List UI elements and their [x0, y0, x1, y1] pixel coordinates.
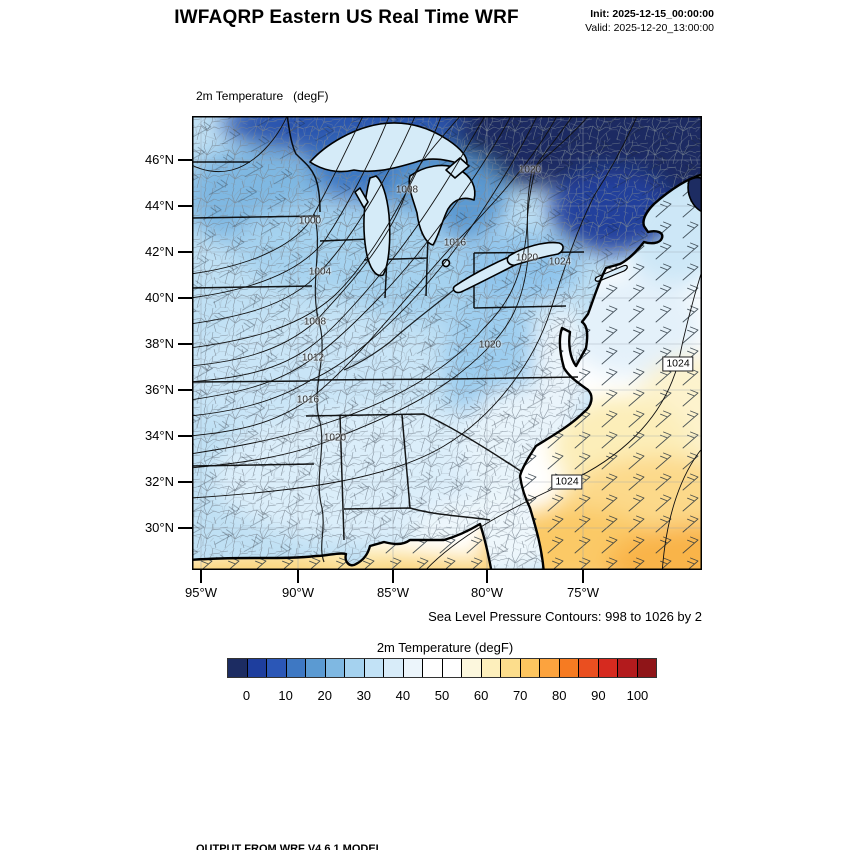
lat-tick-mark: [178, 389, 192, 391]
lon-tick-mark: [200, 570, 202, 583]
colorbar-tick-label: 30: [356, 688, 372, 703]
lat-tick-mark: [178, 159, 192, 161]
lon-tick-mark: [297, 570, 299, 583]
colorbar-cell: [247, 659, 267, 677]
colorbar-tick-label: 90: [591, 688, 606, 703]
colorbar-tick-label: 100: [626, 688, 649, 703]
lat-tick-mark: [178, 435, 192, 437]
colorbar-cell: [618, 659, 638, 677]
lon-tick-label: 85°W: [377, 585, 409, 600]
colorbar-cell: [462, 659, 482, 677]
lat-tick-mark: [178, 297, 192, 299]
lon-tick-label: 75°W: [567, 585, 599, 600]
colorbar-cell: [540, 659, 560, 677]
page-title: IWFAQRP Eastern US Real Time WRF: [174, 7, 519, 28]
colorbar-cell: [364, 659, 384, 677]
coastline: [192, 173, 702, 570]
colorbar-tick-label: 70: [512, 688, 528, 703]
init-time: Init: 2025-12-15_00:00:00: [590, 8, 714, 20]
lat-tick-mark: [178, 343, 192, 345]
lat-tick-label: 42°N: [144, 244, 174, 259]
state-boundaries: [192, 116, 585, 541]
lat-tick-mark: [178, 527, 192, 529]
colorbar-cell: [384, 659, 404, 677]
lon-tick-mark: [486, 570, 488, 583]
lat-tick-label: 38°N: [144, 336, 174, 351]
colorbar-cell: [442, 659, 462, 677]
colorbar-title: 2m Temperature (degF): [376, 640, 514, 655]
lat-tick-label: 44°N: [144, 198, 174, 213]
lon-tick-label: 90°W: [282, 585, 314, 600]
colorbar-cell: [559, 659, 579, 677]
colorbar-tick-label: 40: [395, 688, 411, 703]
colorbar-cell: [306, 659, 326, 677]
lon-tick-mark: [582, 570, 584, 583]
lat-tick-label: 34°N: [144, 428, 174, 443]
colorbar-cell: [520, 659, 540, 677]
colorbar-cell: [598, 659, 618, 677]
lat-tick-label: 32°N: [144, 474, 174, 489]
run-times: Init: 2025-12-15_00:00:00 Valid: 2025-12…: [585, 8, 714, 35]
lat-tick-label: 46°N: [144, 152, 174, 167]
valid-time: Valid: 2025-12-20_13:00:00: [585, 21, 714, 34]
colorbar-cell: [286, 659, 306, 677]
colorbar-tick-label: 50: [434, 688, 450, 703]
nova-scotia: [687, 176, 702, 213]
lake-michigan: [363, 175, 391, 277]
great-lakes: [309, 122, 564, 294]
field-temperature: 2m Temperature (degF): [196, 89, 329, 103]
lat-tick-mark: [178, 205, 192, 207]
lon-tick-label: 95°W: [185, 585, 217, 600]
green-bay: [354, 187, 369, 209]
colorbar-tick-label: 10: [278, 688, 293, 703]
lake-ontario: [506, 241, 564, 266]
colorbar-cell: [228, 659, 248, 677]
lake-st-clair: [441, 258, 451, 268]
map-frame: [192, 116, 702, 570]
colorbar-cell: [325, 659, 345, 677]
colorbar-tick-label: 80: [552, 688, 567, 703]
lat-tick-label: 36°N: [144, 382, 174, 397]
colorbar-tick-label: 0: [242, 688, 251, 703]
colorbar-cell: [579, 659, 599, 677]
colorbar-cell: [501, 659, 521, 677]
colorbar-tick-label: 20: [317, 688, 332, 703]
long-island: [594, 264, 628, 282]
colorbar-tick-labels: 0 10 20 30 40 50 60 70 80 90 100: [227, 688, 657, 704]
colorbar-cell: [345, 659, 365, 677]
lat-tick-mark: [178, 251, 192, 253]
temperature-colorbar: [227, 658, 657, 678]
colorbar-cell: [481, 659, 501, 677]
colorbar-tick-label: 60: [473, 688, 489, 703]
lat-tick-mark: [178, 481, 192, 483]
colorbar-cell: [423, 659, 443, 677]
lat-tick-label: 30°N: [144, 520, 174, 535]
lon-tick-mark: [392, 570, 394, 583]
rivers: [313, 213, 457, 563]
lon-tick-label: 80°W: [471, 585, 503, 600]
colorbar-cell: [267, 659, 287, 677]
weather-map-panel: 1008 1020 1000 1016 1020 1024 1004 1008 1020 1012…: [192, 116, 702, 570]
model-info-line1: OUTPUT FROM WRF V4.6.1 MODEL: [196, 843, 383, 850]
colorbar-cell: [403, 659, 423, 677]
contours-note: Sea Level Pressure Contours: 998 to 1026…: [428, 609, 702, 624]
pressure-contours: [192, 116, 702, 570]
weather-map-svg: [192, 116, 702, 570]
lat-tick-label: 40°N: [144, 290, 174, 305]
colorbar-cell: [637, 659, 656, 677]
model-info: OUTPUT FROM WRF V4.6.1 MODEL WE = 310 ; …: [196, 813, 645, 850]
